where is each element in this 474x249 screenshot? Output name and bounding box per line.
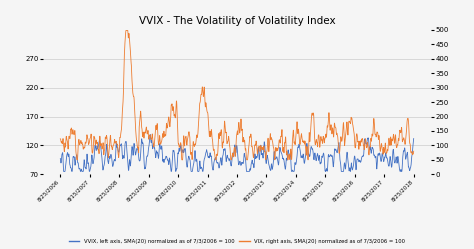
Legend: VVIX, left axis, SMA(20) normalized as of 7/3/2006 = 100, VIX, right axis, SMA(2: VVIX, left axis, SMA(20) normalized as o… (67, 237, 407, 246)
Title: VVIX - The Volatility of Volatility Index: VVIX - The Volatility of Volatility Inde… (139, 16, 335, 26)
